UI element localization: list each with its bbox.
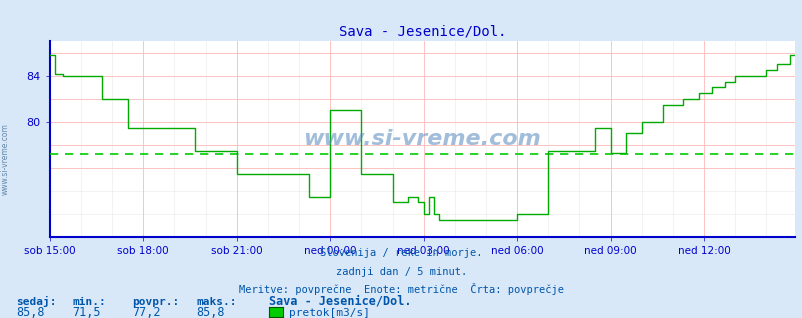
Text: 85,8: 85,8 bbox=[196, 307, 225, 318]
Text: www.si-vreme.com: www.si-vreme.com bbox=[303, 129, 541, 149]
Title: Sava - Jesenice/Dol.: Sava - Jesenice/Dol. bbox=[338, 25, 505, 39]
Text: pretok[m3/s]: pretok[m3/s] bbox=[289, 308, 370, 318]
Text: 77,2: 77,2 bbox=[132, 307, 160, 318]
Text: maks.:: maks.: bbox=[196, 297, 237, 307]
Text: povpr.:: povpr.: bbox=[132, 297, 180, 307]
Text: sedaj:: sedaj: bbox=[16, 296, 56, 307]
Text: zadnji dan / 5 minut.: zadnji dan / 5 minut. bbox=[335, 267, 467, 277]
Text: www.si-vreme.com: www.si-vreme.com bbox=[1, 123, 10, 195]
Text: 71,5: 71,5 bbox=[72, 307, 100, 318]
Text: Slovenija / reke in morje.: Slovenija / reke in morje. bbox=[320, 248, 482, 258]
Text: 85,8: 85,8 bbox=[16, 307, 44, 318]
Text: min.:: min.: bbox=[72, 297, 106, 307]
Text: Meritve: povprečne  Enote: metrične  Črta: povprečje: Meritve: povprečne Enote: metrične Črta:… bbox=[239, 283, 563, 294]
Text: Sava - Jesenice/Dol.: Sava - Jesenice/Dol. bbox=[269, 295, 411, 308]
